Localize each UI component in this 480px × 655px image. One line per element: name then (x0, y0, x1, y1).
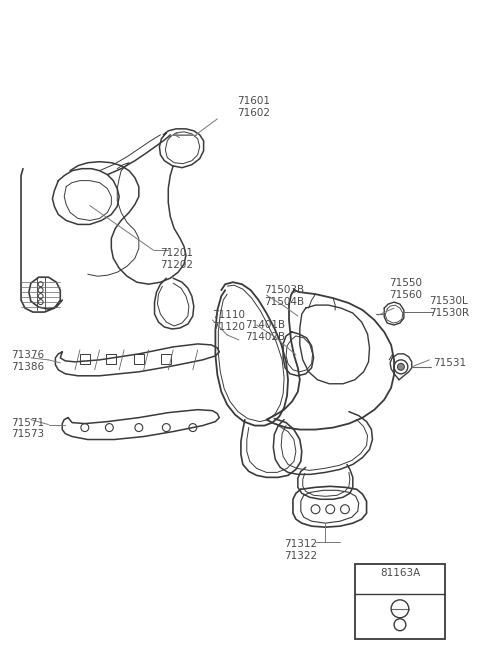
Text: 71531: 71531 (433, 358, 467, 368)
Text: 81163A: 81163A (380, 568, 420, 578)
Text: 71376
71386: 71376 71386 (11, 350, 44, 371)
Text: 71201
71202: 71201 71202 (160, 248, 193, 270)
Text: 71110
71120: 71110 71120 (213, 310, 245, 331)
Text: 71401B
71402B: 71401B 71402B (245, 320, 285, 342)
Bar (134, 354, 144, 364)
Circle shape (397, 364, 404, 370)
Text: 71503B
71504B: 71503B 71504B (264, 285, 305, 307)
Text: 71571
71573: 71571 71573 (11, 418, 44, 440)
Text: 71530L
71530R: 71530L 71530R (430, 296, 469, 318)
Text: 71550
71560: 71550 71560 (389, 278, 422, 300)
Bar (107, 354, 116, 364)
Bar (161, 354, 171, 364)
Bar (80, 354, 90, 364)
Bar (355, 564, 445, 639)
Text: 71312
71322: 71312 71322 (284, 539, 317, 561)
Text: 71601
71602: 71601 71602 (237, 96, 270, 118)
